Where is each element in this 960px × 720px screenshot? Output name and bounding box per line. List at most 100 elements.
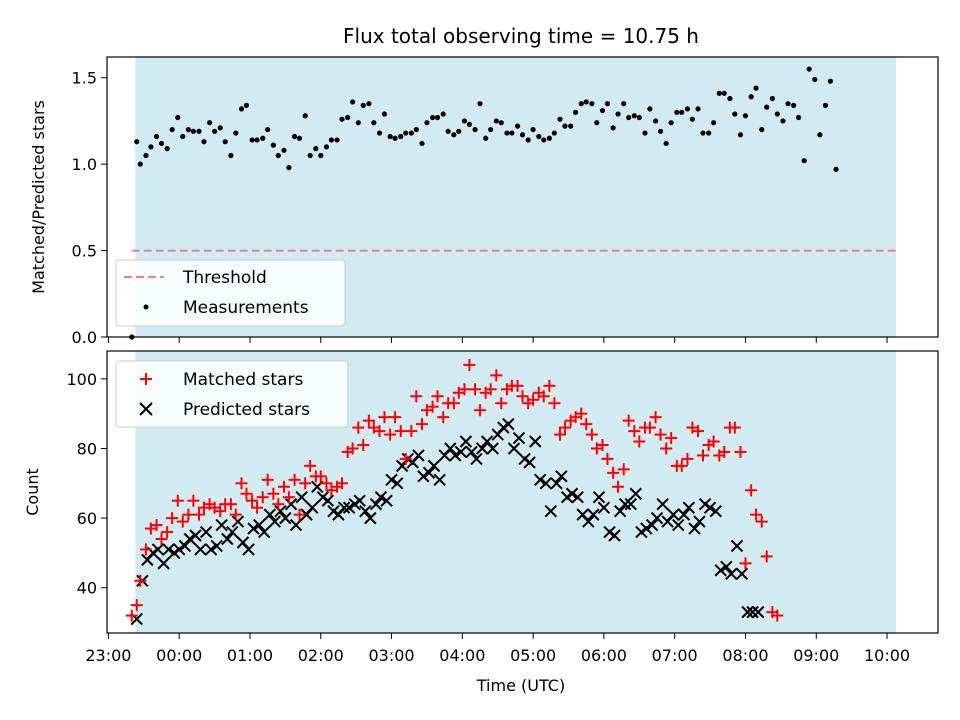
matched-point [362,414,375,427]
measurement-point [270,142,276,148]
predicted-point [672,518,685,532]
measurement-point [530,126,536,133]
predicted-point-stroke [571,491,584,504]
measurement-point [472,126,478,133]
predicted-point-stroke [730,539,744,553]
measurement-point [211,128,218,134]
measurement-point [769,95,775,102]
measurement-point [583,99,589,105]
matched-point [405,425,418,438]
predicted-point-stroke [752,605,765,619]
measurement-point [243,102,250,108]
predicted-point-stroke [289,518,303,532]
predicted-point-stroke [656,497,669,511]
predicted-point [709,504,722,518]
predicted-point-stroke [204,543,218,556]
measurement-point [339,116,345,122]
predicted-point [746,605,759,619]
predicted-point [257,525,271,539]
predicted-point [650,511,664,525]
predicted-point-stroke [470,452,483,466]
predicted-point-stroke [454,445,468,459]
measurement-point [742,113,749,119]
matched-point [437,411,450,424]
measurement-point [134,139,140,145]
measurement-point [207,120,213,126]
predicted-point-stroke [613,504,627,518]
measurement-point [626,114,632,121]
measurement-point [260,135,266,141]
predicted-point [172,543,186,556]
predicted-point-stroke [618,497,632,511]
measurement-point [222,139,228,145]
predicted-point-stroke [624,497,638,511]
measurement-point [684,106,691,112]
matched-point [267,487,280,500]
matched-point [299,477,312,490]
matched-point [543,379,556,392]
measurement-point [196,128,202,134]
bottom-legend: Matched stars Predicted stars [115,360,349,428]
measurement-point [387,133,393,140]
bottom-x-tick-label: 02:00 [298,646,344,665]
predicted-point-stroke [412,449,425,462]
predicted-point-stroke [502,417,515,431]
predicted-point-stroke [422,466,436,480]
measurement-point [621,101,627,107]
predicted-point-stroke [417,470,430,483]
legend-predicted-swatch [139,402,153,416]
measurement-point [610,125,616,131]
measurement-point [536,133,542,140]
measurement-point [291,133,298,140]
measurement-point [806,66,812,72]
matched-point [384,428,397,441]
predicted-point-stroke [316,491,330,504]
predicted-point-stroke [183,532,197,546]
bottom-x-tick-label: 23:00 [85,646,131,665]
predicted-point [741,605,754,619]
predicted-point [677,508,691,521]
predicted-point [571,491,584,504]
bottom-legend-box [115,360,349,428]
measurement-point [546,135,552,141]
predicted-point [226,525,239,539]
predicted-point [422,466,436,480]
matched-point [161,526,174,539]
bottom-x-tick-label: 07:00 [652,646,698,665]
measurement-point [360,102,366,108]
measurement-point [307,152,313,159]
measurement-point [519,132,526,138]
matched-point [516,390,529,403]
measurement-point [424,120,430,126]
predicted-point [268,515,281,528]
matched-point [622,414,635,427]
measurement-point [238,106,245,112]
predicted-point [444,442,457,455]
measurement-point [217,125,223,131]
measurement-point [483,135,489,141]
predicted-point [693,515,706,528]
measurement-point [498,120,504,126]
bottom-x-tick-label: 09:00 [793,646,839,665]
matched-point [654,428,667,441]
matched-point [760,550,773,563]
matched-point [728,421,741,434]
measurement-point [313,146,319,152]
matched-point [612,480,625,493]
predicted-point-stroke [507,442,521,455]
matched-point [171,494,184,507]
predicted-point-stroke [539,477,553,490]
predicted-point [391,477,404,490]
matched-point [182,508,195,521]
measurement-point [674,109,680,115]
matched-point [607,466,620,479]
matched-point [134,574,147,587]
matched-point [537,390,550,403]
predicted-point [565,487,579,500]
predicted-point-stroke [226,525,239,539]
measurement-point [599,107,606,114]
legend-measurements-label: Measurements [183,298,309,318]
measurement-point [504,130,510,136]
matched-point [511,379,524,392]
predicted-point-stroke [337,501,351,514]
